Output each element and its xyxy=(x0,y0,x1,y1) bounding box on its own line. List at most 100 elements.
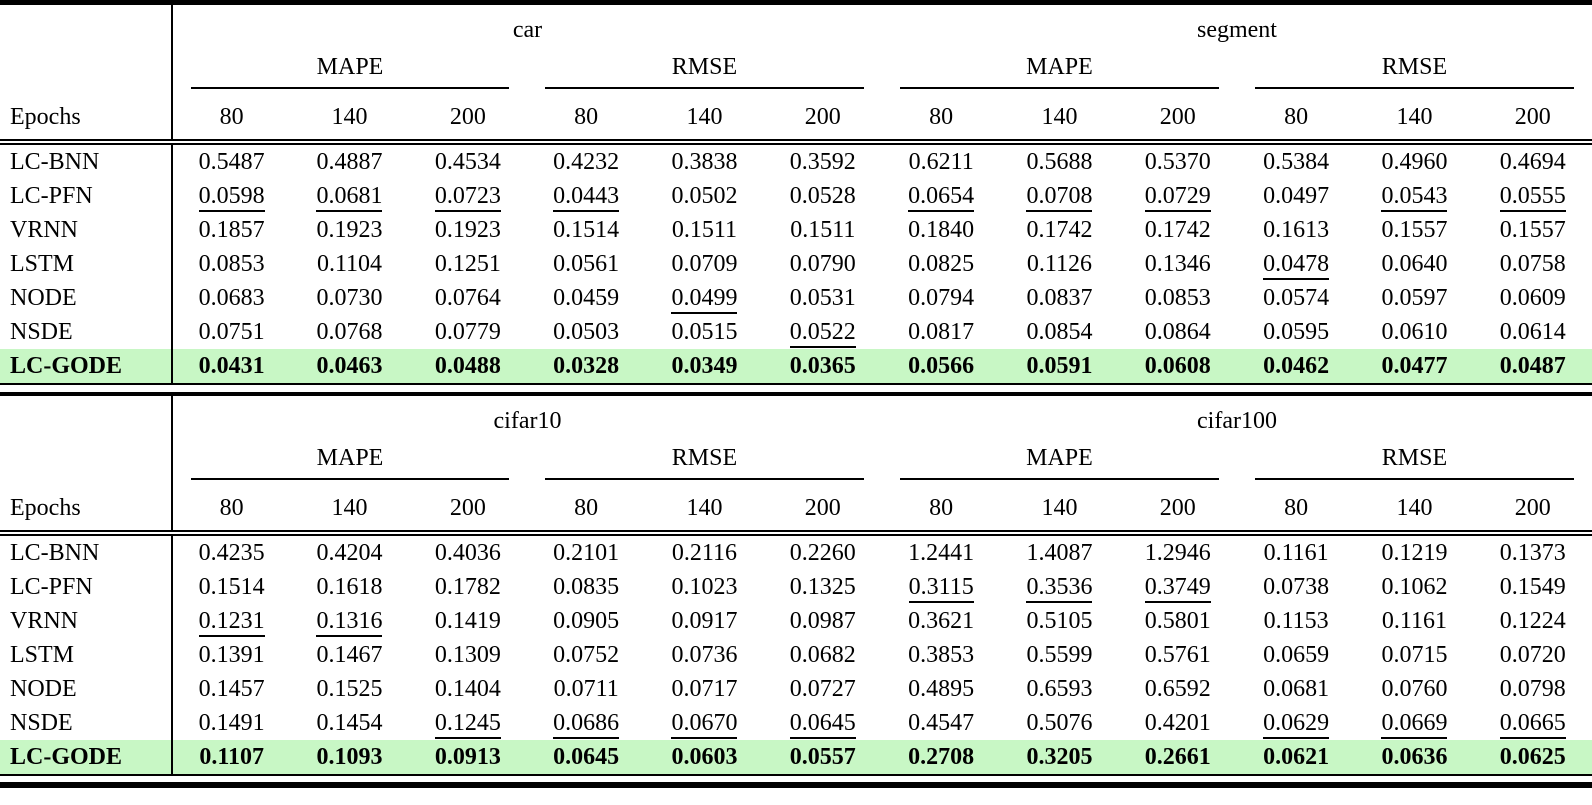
value-cell: 0.0621 xyxy=(1237,740,1355,774)
table-row: LC-GODE 0.1107 0.1093 0.0913 0.0645 0.0603 0.0… xyxy=(0,740,1592,774)
value-cell: 0.3205 xyxy=(1000,740,1118,774)
method-cell: LSTM xyxy=(0,247,173,281)
value-cell: 0.5076 xyxy=(1000,706,1118,740)
value-cell: 0.0555 xyxy=(1474,179,1592,213)
value-cell: 0.1404 xyxy=(409,672,527,706)
value-cell: 0.0603 xyxy=(645,740,763,774)
value-cell: 0.4201 xyxy=(1119,706,1237,740)
value-cell: 0.5105 xyxy=(1000,604,1118,638)
value-text: 0.0723 xyxy=(434,182,501,212)
value-text: 0.0760 xyxy=(1381,675,1448,702)
value-text: 0.0779 xyxy=(434,318,501,345)
value-text: 0.1161 xyxy=(1381,607,1447,634)
value-cell: 0.4547 xyxy=(882,706,1000,740)
epoch-header: 200 xyxy=(763,486,882,536)
value-text: 0.4895 xyxy=(908,675,975,702)
value-text: 0.4960 xyxy=(1381,148,1448,175)
value-text: 0.2101 xyxy=(553,539,620,566)
column-rule-cell xyxy=(172,83,527,95)
value-text: 0.1325 xyxy=(789,573,856,600)
value-text: 0.1126 xyxy=(1026,250,1093,277)
value-cell: 0.0488 xyxy=(409,349,527,383)
epoch-header: 200 xyxy=(1118,486,1237,536)
value-text: 0.0629 xyxy=(1263,709,1330,739)
value-text: 0.1782 xyxy=(434,573,501,600)
value-text: 0.1454 xyxy=(316,709,383,736)
value-text: 0.5076 xyxy=(1026,709,1093,736)
epoch-header: 200 xyxy=(1473,486,1592,536)
value-text: 0.1062 xyxy=(1381,573,1448,600)
value-text: 0.0758 xyxy=(1499,250,1566,277)
epoch-header: 200 xyxy=(763,95,882,145)
metric-header: RMSE xyxy=(671,444,738,471)
value-cell: 0.0497 xyxy=(1237,179,1355,213)
results-table-grid-2: cifar10 cifar100 MAPE RMSE MAPE RMSE Epochs 80 1… xyxy=(0,396,1592,774)
value-cell: 0.6593 xyxy=(1000,672,1118,706)
table-row: LC-GODE 0.0431 0.0463 0.0488 0.0328 0.0349 0.0… xyxy=(0,349,1592,383)
table-row: LSTM 0.1391 0.1467 0.1309 0.0752 0.0736 0.0682… xyxy=(0,638,1592,672)
value-text: 0.0365 xyxy=(789,352,856,379)
value-cell: 0.1857 xyxy=(172,213,290,247)
value-cell: 0.1373 xyxy=(1474,533,1592,570)
value-text: 0.0798 xyxy=(1499,675,1566,702)
value-cell: 0.0531 xyxy=(764,281,882,315)
method-cell: LC-BNN xyxy=(0,142,173,179)
value-text: 0.0817 xyxy=(908,318,975,345)
value-cell: 0.0711 xyxy=(527,672,645,706)
results-table-2: cifar10 cifar100 MAPE RMSE MAPE RMSE Epochs 80 1… xyxy=(0,396,1592,774)
value-cell: 0.0864 xyxy=(1119,315,1237,349)
value-text: 0.1491 xyxy=(198,709,265,736)
metric-header: MAPE xyxy=(316,53,384,80)
epoch-header: 140 xyxy=(645,95,764,145)
value-cell: 0.0686 xyxy=(527,706,645,740)
value-cell: 0.6211 xyxy=(882,142,1000,179)
value-cell: 0.1093 xyxy=(290,740,408,774)
value-text: 0.5761 xyxy=(1144,641,1211,668)
value-cell: 0.0715 xyxy=(1355,638,1473,672)
value-cell: 0.1454 xyxy=(290,706,408,740)
value-text: 0.0497 xyxy=(1263,182,1330,209)
value-text: 0.0665 xyxy=(1499,709,1566,739)
value-text: 0.0463 xyxy=(316,352,383,379)
value-cell: 0.0609 xyxy=(1474,281,1592,315)
epoch-header: 200 xyxy=(408,486,527,536)
table-row: NODE 0.0683 0.0730 0.0764 0.0459 0.0499 0.0531… xyxy=(0,281,1592,315)
value-cell: 0.5688 xyxy=(1000,142,1118,179)
value-text: 0.0645 xyxy=(553,743,620,770)
value-cell: 0.3536 xyxy=(1000,570,1118,604)
value-cell: 0.0709 xyxy=(645,247,763,281)
value-cell: 0.1251 xyxy=(409,247,527,281)
value-text: 0.3536 xyxy=(1026,573,1093,603)
table-row: NSDE 0.1491 0.1454 0.1245 0.0686 0.0670 0.0645… xyxy=(0,706,1592,740)
column-rule-cell xyxy=(1237,474,1592,486)
value-text: 0.3205 xyxy=(1026,743,1093,770)
value-cell: 0.1325 xyxy=(764,570,882,604)
value-text: 0.4694 xyxy=(1499,148,1566,175)
value-cell: 0.0443 xyxy=(527,179,645,213)
method-cell: LC-GODE xyxy=(0,349,173,383)
value-text: 0.5599 xyxy=(1026,641,1093,668)
value-cell: 0.5487 xyxy=(172,142,290,179)
column-rule-line xyxy=(191,87,509,89)
value-cell: 0.0853 xyxy=(172,247,290,281)
value-cell: 1.2441 xyxy=(882,533,1000,570)
value-text: 0.1346 xyxy=(1144,250,1211,277)
value-cell: 0.1023 xyxy=(645,570,763,604)
value-text: 0.6593 xyxy=(1026,675,1093,702)
value-text: 0.0636 xyxy=(1381,743,1448,770)
value-text: 0.0328 xyxy=(553,352,620,379)
value-cell: 0.0683 xyxy=(172,281,290,315)
column-rule-line xyxy=(544,478,864,480)
value-text: 0.0488 xyxy=(434,352,501,379)
value-text: 0.0715 xyxy=(1381,641,1448,668)
value-text: 0.0566 xyxy=(908,352,975,379)
method-cell: NSDE xyxy=(0,706,173,740)
value-text: 0.0608 xyxy=(1144,352,1211,379)
value-cell: 0.1618 xyxy=(290,570,408,604)
value-text: 0.1104 xyxy=(316,250,383,277)
value-text: 0.0555 xyxy=(1499,182,1566,212)
value-text: 0.0917 xyxy=(671,607,738,634)
epoch-header: 200 xyxy=(1473,95,1592,145)
value-cell: 0.4887 xyxy=(290,142,408,179)
value-text: 0.0736 xyxy=(671,641,738,668)
